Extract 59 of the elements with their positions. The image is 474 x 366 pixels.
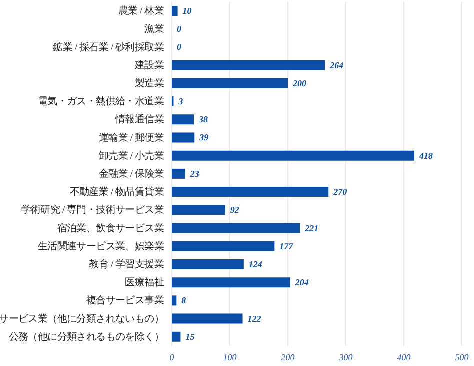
bar (172, 223, 300, 234)
bar (172, 60, 326, 70)
bar (172, 241, 275, 252)
y-tick-label: 生活関連サービス業、娯楽業 (38, 240, 164, 252)
bar (172, 78, 288, 88)
x-tick-label: 200 (281, 352, 296, 362)
bar (172, 168, 186, 179)
bar (172, 150, 414, 161)
bar (172, 6, 178, 16)
x-tick-label: 500 (455, 352, 470, 362)
data-label: 221 (304, 223, 319, 234)
data-label: 200 (292, 78, 307, 88)
bar (172, 259, 244, 270)
bar (172, 296, 177, 306)
y-tick-label: 情報通信業 (114, 113, 164, 126)
data-label: 39 (198, 132, 210, 143)
x-tick-label: 300 (338, 352, 354, 362)
bar (172, 205, 226, 216)
y-tick-label: 卸売業 / 小売業 (98, 149, 164, 162)
bar (172, 132, 195, 143)
y-tick-label: 漁業 (144, 22, 164, 35)
bar (172, 114, 194, 125)
y-tick-label: 学術研究 / 専門・技術サービス業 (21, 204, 164, 216)
x-tick-label: 0 (170, 352, 175, 362)
y-tick-label: 農業 / 林業 (118, 4, 164, 17)
data-label: 418 (418, 150, 434, 161)
data-label: 0 (177, 24, 182, 34)
data-label: 8 (182, 296, 187, 306)
data-label: 3 (178, 96, 184, 107)
x-tick-label: 400 (397, 352, 412, 362)
y-tick-label: 電気・ガス・熱供給・水道業 (38, 95, 164, 108)
y-tick-label: 公務（他に分類されるものを除く） (8, 330, 164, 342)
data-label: 10 (182, 6, 192, 16)
y-tick-label: 医療福祉 (125, 276, 164, 288)
y-tick-label: 鉱業 / 採石業 / 砂利採取業 (53, 40, 164, 53)
data-label: 23 (189, 168, 200, 179)
data-label: 270 (332, 187, 348, 198)
y-tick-label: 製造業 (134, 76, 164, 89)
bar (172, 314, 243, 324)
y-tick-label: 金融業 / 保険業 (98, 168, 164, 180)
bar (172, 278, 290, 288)
data-label: 38 (198, 114, 209, 125)
y-tick-label: 建設業 (134, 58, 164, 71)
y-tick-label: 不動産業 / 物品賃貸業 (70, 186, 164, 198)
data-label: 177 (280, 241, 294, 252)
data-label: 264 (329, 60, 344, 70)
x-tick-label: 100 (223, 352, 238, 362)
data-label: 122 (248, 314, 262, 324)
bar (172, 332, 181, 342)
bar (172, 187, 329, 198)
y-tick-label: 宿泊業、飲食サービス業 (57, 222, 164, 234)
y-tick-label: 複合サービス事業 (86, 294, 164, 306)
y-tick-label: 運輸業 / 郵便業 (98, 131, 164, 144)
data-label: 204 (294, 278, 310, 288)
data-label: 124 (248, 259, 263, 270)
data-label: 15 (186, 332, 196, 342)
data-label: 0 (177, 42, 182, 52)
y-tick-label: 教育 / 学習支援業 (89, 258, 164, 270)
data-label: 92 (230, 205, 240, 216)
